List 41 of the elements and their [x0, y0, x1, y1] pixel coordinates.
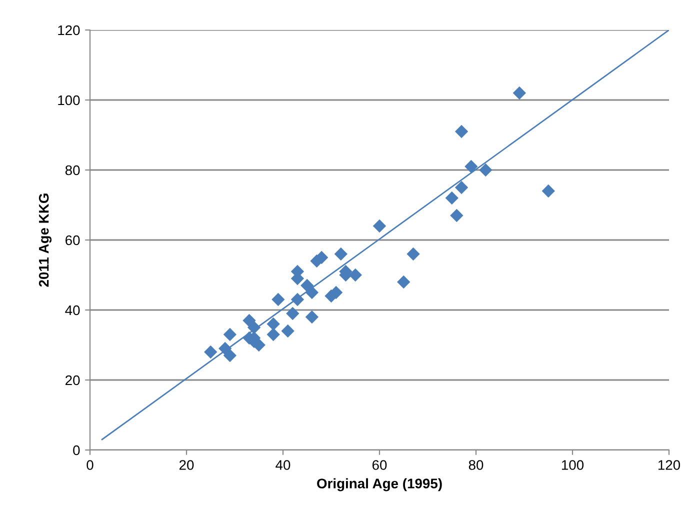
point [406, 247, 420, 261]
x-tick-label: 60 [372, 460, 387, 470]
point [334, 247, 348, 261]
x-tick-label: 120 [658, 460, 680, 470]
y-tick-label: 20 [66, 375, 80, 386]
point [272, 292, 285, 306]
x-tick-label: 40 [276, 460, 290, 470]
point [454, 124, 468, 138]
point [305, 310, 319, 324]
point [397, 275, 410, 289]
point [266, 328, 280, 342]
point [305, 286, 319, 300]
y-tick-label: 80 [65, 165, 80, 176]
point [266, 317, 280, 331]
point [286, 306, 300, 320]
point [348, 268, 362, 282]
point [445, 191, 458, 205]
point [204, 345, 218, 359]
point [290, 292, 304, 306]
y-tick-label: 0 [73, 445, 80, 456]
x-tick-label: 100 [562, 460, 584, 470]
point [372, 219, 386, 233]
point [542, 184, 555, 198]
point [464, 160, 478, 174]
y-tick-label: 60 [66, 235, 80, 246]
x-tick-label: 80 [468, 460, 484, 470]
point [223, 348, 237, 362]
y-tick-label: 40 [65, 305, 80, 316]
point [247, 320, 261, 334]
point [223, 328, 237, 342]
y-axis-title: 2011 Age KKG [38, 194, 52, 287]
point [479, 163, 492, 177]
point [512, 86, 526, 100]
x-tick-label: 0 [86, 460, 94, 470]
x-tick-label: 20 [179, 460, 194, 470]
y-tick-label: 100 [58, 95, 80, 106]
y-tick-label: 120 [58, 25, 80, 36]
point [281, 324, 294, 338]
point [454, 180, 468, 194]
point [450, 208, 464, 222]
x-axis-title: Original Age (1995) [317, 478, 442, 492]
